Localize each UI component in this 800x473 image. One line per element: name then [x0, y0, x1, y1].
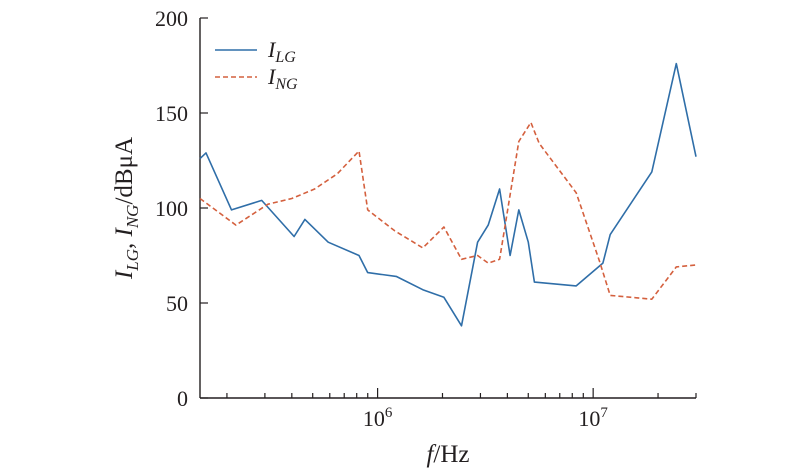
x-axis-title: f/Hz — [426, 441, 469, 468]
legend-label-ng: ING — [267, 64, 298, 93]
y-tick-label: 50 — [166, 291, 188, 316]
series — [199, 62, 697, 327]
x-tick-label: 107 — [578, 405, 608, 431]
x-tick-label: 106 — [363, 405, 393, 431]
y-tick-label: 100 — [155, 196, 188, 221]
series-line-ng — [199, 121, 697, 300]
y-tick-label: 200 — [155, 6, 188, 31]
series-line-lg — [199, 62, 697, 327]
legend-label-lg: ILG — [267, 37, 296, 66]
y-tick-label: 0 — [177, 386, 188, 411]
ticks: 0 50 100 150 200 106 107 — [155, 6, 697, 431]
legend: ILG ING — [215, 37, 298, 93]
y-axis-title: ILG, ING/dBμA — [111, 137, 142, 280]
y-tick-label: 150 — [155, 101, 188, 126]
